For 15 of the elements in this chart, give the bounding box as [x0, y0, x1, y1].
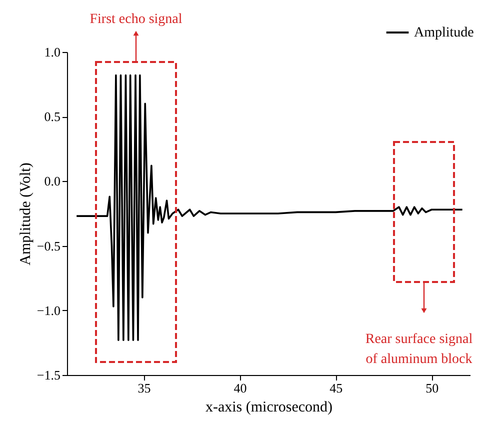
x-tick-label: 40 — [234, 380, 247, 396]
y-tick-label: 1.0 — [44, 44, 60, 60]
text: First echo signal — [90, 12, 182, 27]
annotation: Rear surface signal of aluminum block — [365, 332, 473, 367]
x-tick-label: 45 — [330, 380, 343, 396]
x-axis-title: x-axis (microsecond) — [205, 400, 333, 416]
legend-label: Amplitude — [414, 26, 474, 40]
y-tick-label: −1.5 — [36, 368, 60, 382]
x-tick-label: 35 — [138, 380, 151, 396]
y-axis-title: Amplitude (Volt) — [18, 162, 34, 266]
y-tick-label: 0.0 — [44, 174, 60, 189]
y-tick-label: −1.0 — [36, 302, 60, 318]
y-tick-label: 0.5 — [44, 109, 60, 124]
y-tick-label: −0.5 — [36, 238, 60, 254]
x-tick-label: 50 — [426, 380, 439, 396]
